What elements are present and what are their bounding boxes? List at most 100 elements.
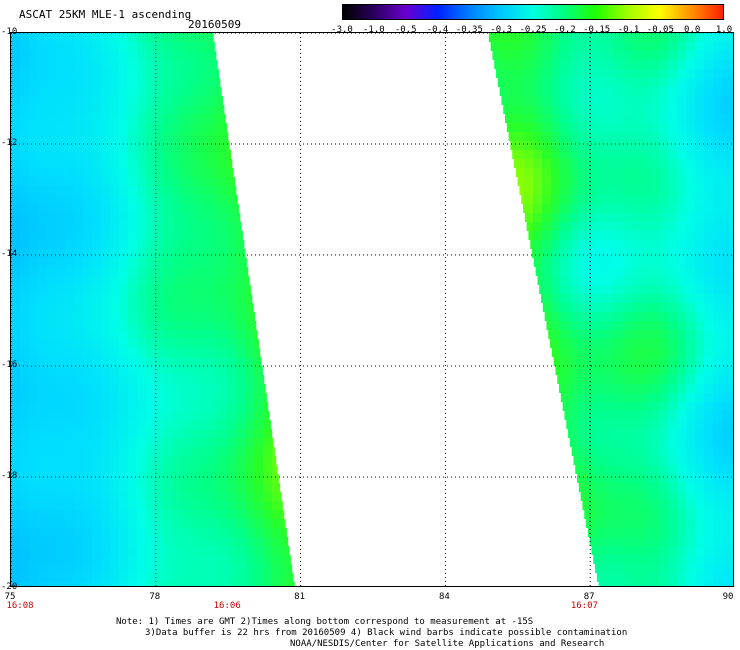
swath-cell [38,375,47,384]
swath-cell [101,321,110,330]
swath-cell [668,69,677,78]
swath-cell [29,564,38,573]
swath-cell [569,51,578,60]
swath-cell [713,267,722,276]
swath-cell [173,474,182,483]
colorbar-tick-label: -0.05 [646,25,674,35]
swath-cell [191,69,200,78]
swath-cell [137,330,146,339]
swath-cell [623,510,632,519]
swath-cell [713,465,722,474]
swath-cell [200,168,209,177]
swath-cell [713,303,722,312]
swath-cell [65,501,74,510]
swath-cell [713,213,722,222]
swath-cell [686,339,695,348]
swath-cell [677,411,686,420]
swath-cell [686,69,695,78]
swath-cell [713,519,722,528]
swath-cell [560,294,569,303]
swath-cell [110,258,119,267]
swath-cell [74,231,83,240]
swath-cell [263,573,272,582]
swath-cell [92,303,101,312]
swath-cell [164,447,173,456]
swath-cell [47,186,56,195]
swath-cell [119,573,128,582]
swath-cell [650,60,659,69]
swath-cell [695,213,704,222]
swath-cell [713,240,722,249]
swath-cell [713,501,722,510]
swath-cell [722,231,731,240]
swath-cell [182,240,191,249]
swath-cell [191,42,200,51]
swath-cell [164,537,173,546]
swath-cell [92,141,101,150]
swath-cell [686,519,695,528]
swath-cell [101,42,110,51]
swath-cell [605,393,614,402]
swath-cell [164,69,173,78]
swath-cell [704,474,713,483]
swath-cell [92,96,101,105]
swath-cell [659,402,668,411]
swath-cell [650,285,659,294]
swath-cell [65,114,74,123]
swath-cell [182,447,191,456]
swath-cell [164,312,173,321]
swath-cell [110,249,119,258]
swath-cell [578,114,587,123]
swath-cell [200,357,209,366]
swath-cell [632,420,641,429]
swath-cell [677,132,686,141]
swath-cell [614,168,623,177]
swath-cell [47,429,56,438]
swath-cell [173,537,182,546]
swath-cell [110,420,119,429]
swath-cell [218,78,221,87]
swath-cell [110,78,119,87]
swath-cell [236,438,245,447]
swath-cell [47,240,56,249]
swath-cell [137,510,146,519]
swath-cell [182,411,191,420]
swath-cell [56,51,65,60]
swath-cell [65,411,74,420]
swath-cell [38,339,47,348]
swath-cell [164,492,173,501]
swath-cell [668,447,677,456]
swath-cell [704,312,713,321]
swath-cell [512,150,515,159]
swath-cell [92,438,101,447]
swath-cell [695,546,704,555]
swath-cell [668,564,677,573]
swath-cell [74,114,83,123]
swath-cell [524,51,533,60]
swath-cell [731,420,733,429]
swath-cell [101,573,110,582]
swath-cell [668,60,677,69]
swath-cell [83,456,92,465]
swath-cell [11,384,20,393]
swath-cell [528,231,533,240]
swath-cell [191,276,200,285]
swath-cell [641,96,650,105]
swath-cell [155,285,164,294]
swath-cell [659,159,668,168]
swath-cell [578,375,587,384]
swath-cell [56,141,65,150]
swath-cell [227,339,236,348]
swath-cell [65,555,74,564]
swath-cell [704,42,713,51]
swath-cell [29,339,38,348]
swath-cell [200,483,209,492]
swath-cell [101,186,110,195]
swath-cell [101,474,110,483]
swath-cell [200,555,209,564]
swath-cell [704,60,713,69]
swath-cell [263,483,272,492]
swath-cell [164,267,173,276]
note-line-2: 3)Data buffer is 22 hrs from 20160509 4)… [145,628,628,638]
swath-cell [614,285,623,294]
